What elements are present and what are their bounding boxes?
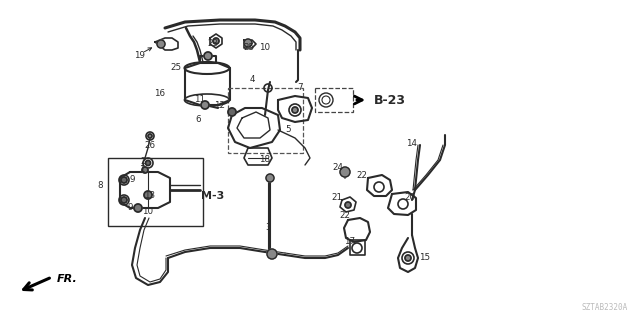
Circle shape [145, 161, 150, 165]
Circle shape [405, 255, 411, 261]
Text: 23: 23 [207, 39, 219, 49]
Text: 10: 10 [143, 207, 154, 217]
Circle shape [121, 197, 127, 203]
Circle shape [345, 202, 351, 208]
Circle shape [204, 52, 212, 60]
Bar [228, 88, 303, 153]
Text: 12: 12 [214, 100, 225, 109]
Text: 24: 24 [333, 164, 344, 172]
Text: 17: 17 [344, 237, 356, 246]
Text: 19: 19 [134, 51, 145, 60]
Circle shape [266, 174, 274, 182]
Text: 9: 9 [127, 203, 132, 212]
Circle shape [244, 39, 252, 47]
Text: 9: 9 [129, 175, 135, 185]
Bar [315, 88, 353, 112]
Circle shape [142, 167, 148, 173]
Text: 25: 25 [170, 63, 182, 73]
Text: 10: 10 [259, 43, 271, 52]
Circle shape [134, 204, 142, 212]
Circle shape [148, 134, 152, 138]
Text: 26: 26 [145, 140, 156, 149]
Text: 7: 7 [297, 83, 303, 92]
Bar [108, 158, 203, 226]
Text: 21: 21 [332, 194, 342, 203]
Text: 11: 11 [195, 95, 205, 105]
Text: 14: 14 [406, 139, 417, 148]
Text: 20: 20 [404, 193, 415, 202]
Text: 15: 15 [419, 253, 431, 262]
Circle shape [121, 177, 127, 183]
Text: 16: 16 [154, 89, 166, 98]
Text: 1: 1 [140, 165, 145, 174]
Text: 3: 3 [265, 223, 271, 233]
Text: 2: 2 [140, 157, 146, 166]
Text: 25: 25 [243, 44, 255, 52]
Text: 22: 22 [356, 171, 367, 180]
Circle shape [340, 167, 350, 177]
Text: B-23: B-23 [374, 93, 406, 107]
Circle shape [201, 101, 209, 109]
Circle shape [292, 107, 298, 113]
Text: FR.: FR. [57, 274, 77, 284]
Text: 13: 13 [145, 190, 156, 199]
Text: 6: 6 [195, 116, 201, 124]
Circle shape [144, 191, 152, 199]
Text: SZTAB2320A: SZTAB2320A [582, 303, 628, 312]
Circle shape [213, 38, 219, 44]
Text: 8: 8 [97, 180, 103, 189]
Text: 18: 18 [259, 156, 271, 164]
Text: 5: 5 [285, 125, 291, 134]
Text: 4: 4 [249, 76, 255, 84]
Text: M-3: M-3 [202, 191, 225, 201]
Text: 22: 22 [339, 212, 351, 220]
Circle shape [157, 40, 165, 48]
Circle shape [267, 249, 277, 259]
Circle shape [228, 108, 236, 116]
